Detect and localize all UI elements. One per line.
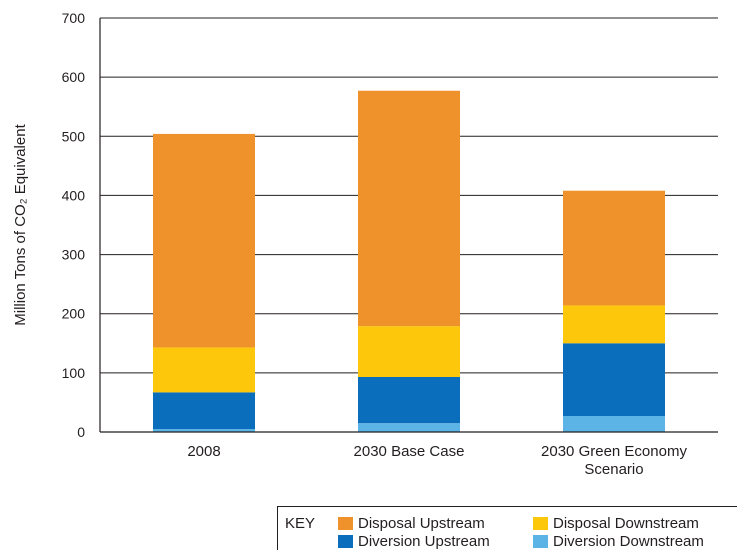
bar-segment — [563, 416, 665, 432]
y-tick-label: 0 — [77, 424, 85, 440]
bar-segment — [358, 423, 460, 432]
bars — [153, 90, 665, 432]
y-axis-ticks: 0 100 200 300 400 500 600 700 — [62, 10, 86, 440]
y-tick-label: 200 — [62, 306, 86, 322]
bar-segment — [563, 305, 665, 344]
legend-swatch — [338, 535, 353, 548]
legend-title: KEY — [285, 515, 316, 532]
legend-swatch — [533, 517, 548, 530]
stacked-bar-chart: 0 100 200 300 400 500 600 700 2008 2030 Base Cas… — [12, 10, 718, 478]
bar-segment — [563, 190, 665, 306]
legend-swatch — [533, 535, 548, 548]
legend-label: Disposal Downstream — [553, 515, 699, 532]
x-category-label: 2030 Green Economy Scenario — [541, 443, 687, 478]
legend-label: Diversion Upstream — [358, 533, 490, 550]
legend-item-disposal-upstream: Disposal Upstream — [338, 515, 485, 532]
bar-segment — [153, 429, 255, 432]
bar-segment — [358, 376, 460, 424]
bar-segment — [358, 90, 460, 327]
y-tick-label: 600 — [62, 69, 86, 85]
x-axis-categories: 2008 2030 Base Case 2030 Green Economy Scen… — [187, 443, 687, 478]
y-tick-label: 700 — [62, 10, 86, 26]
legend-label: Disposal Upstream — [358, 515, 485, 532]
y-axis-label: Million Tons of CO₂ Equivalent — [12, 123, 29, 325]
x-category-label: 2008 — [187, 443, 220, 460]
legend-item-disposal-downstream: Disposal Downstream — [533, 515, 699, 532]
y-tick-label: 400 — [62, 187, 86, 203]
bar-segment — [153, 133, 255, 348]
bar-segment — [358, 326, 460, 377]
y-tick-label: 300 — [62, 247, 86, 263]
legend-item-diversion-upstream: Diversion Upstream — [338, 533, 490, 550]
y-tick-label: 100 — [62, 365, 86, 381]
legend-swatch — [338, 517, 353, 530]
y-tick-label: 500 — [62, 128, 86, 144]
bar-segment — [153, 347, 255, 393]
legend-item-diversion-downstream: Diversion Downstream — [533, 533, 704, 550]
bar-segment — [153, 392, 255, 430]
bar-segment — [563, 343, 665, 417]
x-category-label: 2030 Base Case — [354, 443, 465, 460]
legend: KEY Disposal Upstream Disposal Downstrea… — [277, 506, 737, 550]
legend-label: Diversion Downstream — [553, 533, 704, 550]
